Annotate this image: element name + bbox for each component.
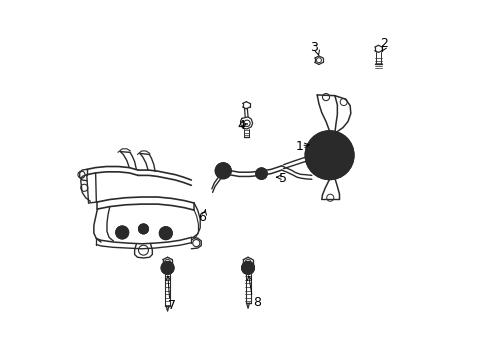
Text: 1: 1: [295, 140, 303, 153]
Text: 3: 3: [309, 41, 317, 54]
Text: 4: 4: [237, 118, 244, 131]
Text: 2: 2: [380, 37, 387, 50]
Circle shape: [305, 131, 353, 179]
Text: 8: 8: [252, 296, 261, 309]
Circle shape: [161, 261, 174, 274]
Text: 6: 6: [198, 211, 205, 224]
Text: 5: 5: [279, 172, 287, 185]
Circle shape: [138, 224, 148, 234]
Circle shape: [255, 168, 266, 179]
Circle shape: [159, 227, 172, 239]
Circle shape: [116, 226, 128, 239]
Circle shape: [215, 163, 230, 179]
Circle shape: [241, 261, 254, 274]
Text: 7: 7: [167, 299, 176, 312]
